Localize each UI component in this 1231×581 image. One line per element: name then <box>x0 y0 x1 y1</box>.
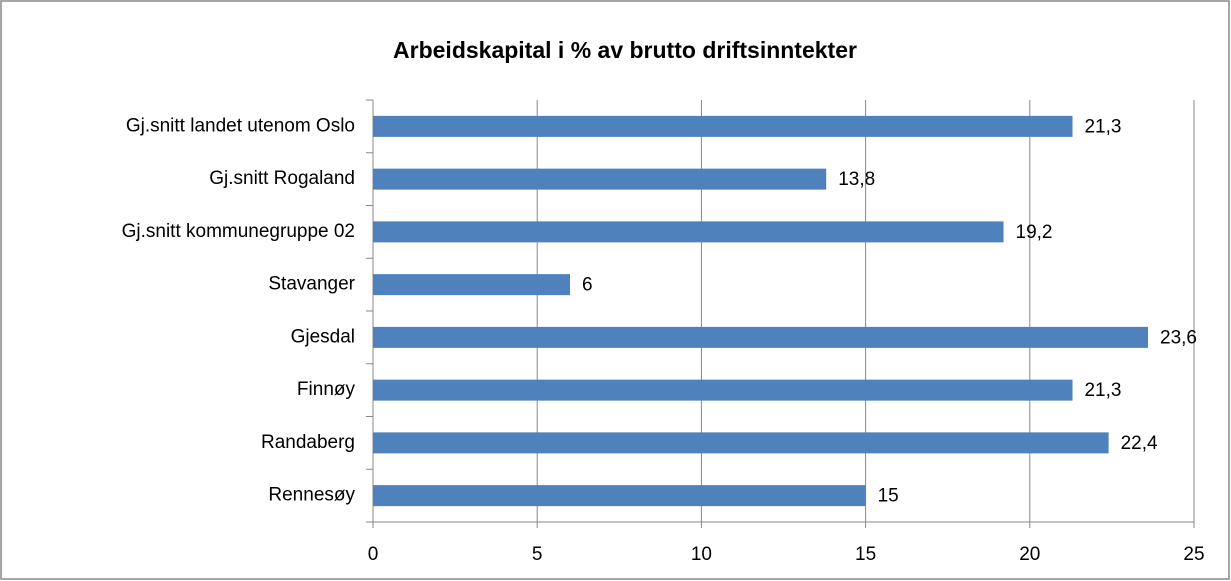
value-label: 21,3 <box>1084 380 1121 401</box>
value-label: 15 <box>878 486 899 507</box>
value-label: 13,8 <box>838 169 875 190</box>
value-label: 19,2 <box>1016 222 1053 243</box>
y-tick-label: Rennesøy <box>268 485 355 506</box>
y-tick-label: Randaberg <box>261 432 355 453</box>
value-label: 22,4 <box>1121 433 1158 454</box>
bar <box>373 221 1004 243</box>
y-tick-label: Gj.snitt kommunegruppe 02 <box>122 221 355 242</box>
bar <box>373 432 1109 454</box>
bar <box>373 485 866 507</box>
x-tick-label: 5 <box>532 544 543 565</box>
x-tick-label: 0 <box>368 544 379 565</box>
x-tick-label: 25 <box>1183 544 1204 565</box>
value-label: 21,3 <box>1084 116 1121 137</box>
y-tick-label: Gj.snitt landet utenom Oslo <box>126 115 355 136</box>
y-tick-label: Gjesdal <box>291 326 355 347</box>
x-tick-label: 10 <box>691 544 712 565</box>
chart-title: Arbeidskapital i % av brutto driftsinnte… <box>393 37 857 63</box>
x-tick-label: 20 <box>1019 544 1040 565</box>
value-label: 6 <box>582 275 593 296</box>
value-label: 23,6 <box>1160 327 1197 348</box>
y-tick-label: Gj.snitt Rogaland <box>209 168 355 189</box>
bar <box>373 274 571 296</box>
y-tick-label: Stavanger <box>268 274 355 295</box>
bar <box>373 168 827 190</box>
bar <box>373 115 1073 137</box>
y-tick-label: Finnøy <box>297 379 356 400</box>
bar <box>373 326 1149 348</box>
x-tick-label: 15 <box>855 544 876 565</box>
bar <box>373 379 1073 401</box>
